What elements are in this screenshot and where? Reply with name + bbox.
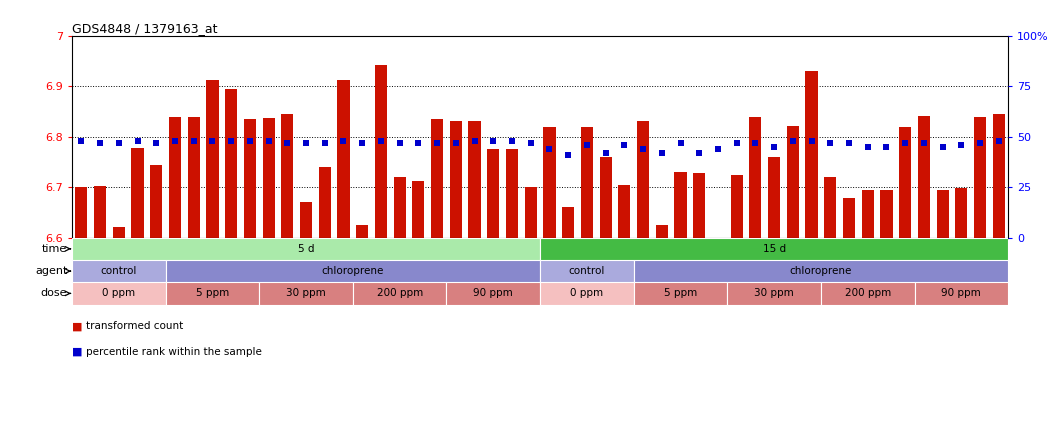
Bar xyxy=(447,282,540,305)
Bar xyxy=(618,185,630,238)
Bar xyxy=(165,260,540,282)
Bar xyxy=(992,114,1005,238)
Text: 200 ppm: 200 ppm xyxy=(377,288,423,298)
Bar xyxy=(540,238,1008,260)
Text: 0 ppm: 0 ppm xyxy=(571,288,604,298)
Bar xyxy=(94,186,106,238)
Text: 5 d: 5 d xyxy=(298,244,315,254)
Bar xyxy=(165,282,259,305)
Bar xyxy=(263,118,274,238)
Bar xyxy=(450,121,462,238)
Text: 30 ppm: 30 ppm xyxy=(286,288,326,298)
Bar xyxy=(487,149,500,238)
Bar xyxy=(918,115,930,238)
Bar xyxy=(843,198,855,238)
Bar xyxy=(244,119,256,238)
Bar xyxy=(633,260,1008,282)
Bar xyxy=(731,175,742,238)
Bar xyxy=(356,225,369,238)
Bar xyxy=(633,282,728,305)
Text: agent: agent xyxy=(35,266,68,276)
Bar xyxy=(319,167,330,238)
Bar xyxy=(131,148,144,238)
Bar xyxy=(974,117,986,238)
Text: control: control xyxy=(101,266,137,276)
Text: 5 ppm: 5 ppm xyxy=(664,288,697,298)
Bar xyxy=(226,89,237,238)
Text: 0 ppm: 0 ppm xyxy=(103,288,136,298)
Text: control: control xyxy=(569,266,605,276)
Bar xyxy=(150,165,162,238)
Text: ■: ■ xyxy=(72,321,83,332)
Text: dose: dose xyxy=(41,288,68,298)
Bar xyxy=(712,238,724,307)
Text: time: time xyxy=(42,244,68,254)
Bar xyxy=(540,260,633,282)
Bar xyxy=(787,126,798,238)
Bar xyxy=(694,173,705,238)
Bar xyxy=(431,119,444,238)
Bar xyxy=(656,225,668,238)
Bar xyxy=(824,177,837,238)
Bar xyxy=(300,202,312,238)
Text: 30 ppm: 30 ppm xyxy=(754,288,794,298)
Bar xyxy=(768,157,780,238)
Text: 5 ppm: 5 ppm xyxy=(196,288,229,298)
Bar xyxy=(353,282,447,305)
Bar xyxy=(955,188,968,238)
Text: ■: ■ xyxy=(72,347,83,357)
Bar xyxy=(394,177,406,238)
Bar xyxy=(259,282,353,305)
Text: GDS4848 / 1379163_at: GDS4848 / 1379163_at xyxy=(72,22,217,35)
Bar xyxy=(821,282,915,305)
Text: chloroprene: chloroprene xyxy=(790,266,852,276)
Text: chloroprene: chloroprene xyxy=(322,266,384,276)
Text: 90 ppm: 90 ppm xyxy=(473,288,514,298)
Bar xyxy=(506,149,518,238)
Bar xyxy=(72,282,165,305)
Bar xyxy=(915,282,1008,305)
Text: 90 ppm: 90 ppm xyxy=(941,288,982,298)
Bar xyxy=(72,260,165,282)
Bar xyxy=(728,282,821,305)
Bar xyxy=(636,121,649,238)
Text: 200 ppm: 200 ppm xyxy=(845,288,891,298)
Bar xyxy=(806,71,818,238)
Bar xyxy=(599,157,612,238)
Bar xyxy=(524,187,537,238)
Bar xyxy=(112,227,125,238)
Bar xyxy=(338,80,349,238)
Bar xyxy=(72,238,540,260)
Bar xyxy=(187,117,200,238)
Bar xyxy=(168,117,181,238)
Bar xyxy=(862,190,874,238)
Bar xyxy=(75,187,88,238)
Bar xyxy=(880,190,893,238)
Bar xyxy=(750,117,761,238)
Bar xyxy=(899,127,912,238)
Bar xyxy=(543,127,556,238)
Bar xyxy=(468,121,481,238)
Text: 15 d: 15 d xyxy=(762,244,786,254)
Bar xyxy=(540,282,633,305)
Text: percentile rank within the sample: percentile rank within the sample xyxy=(86,347,262,357)
Bar xyxy=(580,127,593,238)
Text: transformed count: transformed count xyxy=(86,321,183,332)
Bar xyxy=(207,80,218,238)
Bar xyxy=(412,181,425,238)
Bar xyxy=(562,207,574,238)
Bar xyxy=(282,114,293,238)
Bar xyxy=(936,190,949,238)
Bar xyxy=(375,65,387,238)
Bar xyxy=(675,172,686,238)
